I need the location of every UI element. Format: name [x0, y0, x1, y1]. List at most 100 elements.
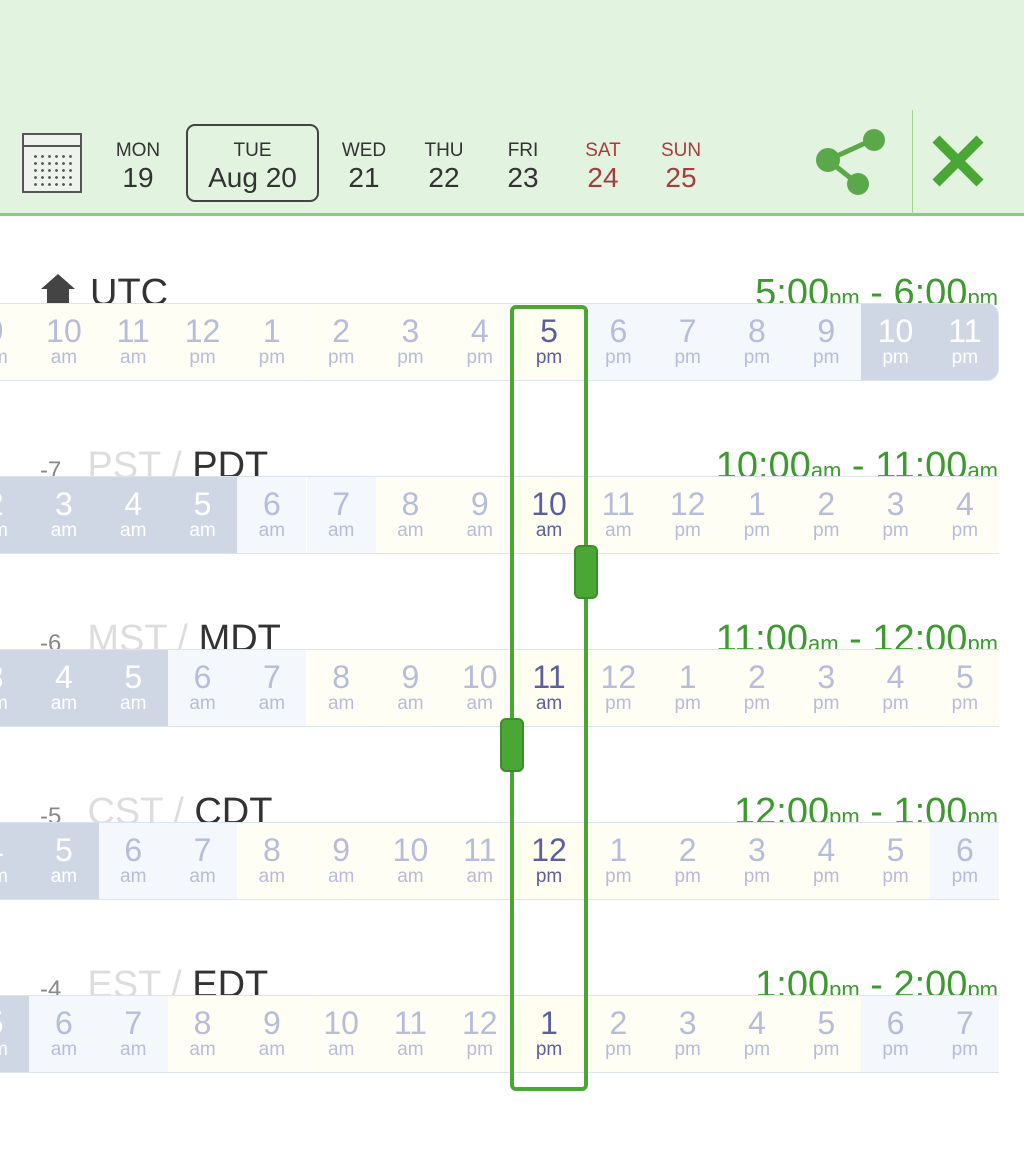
hour-cell[interactable]: 10 am — [514, 477, 584, 553]
hour-cell[interactable]: 11 am — [98, 304, 168, 380]
hour-cell[interactable]: 6 pm — [930, 823, 999, 899]
day-sat[interactable]: SAT 24 — [563, 140, 643, 194]
hour-cell[interactable]: 7 am — [306, 477, 376, 553]
hour-cell[interactable]: 6 am — [167, 650, 238, 726]
hour-cell[interactable]: 8 am — [167, 996, 238, 1072]
hour-cell[interactable]: 11 am — [375, 996, 446, 1072]
hour-cell[interactable]: 5 pm — [514, 304, 584, 380]
hour-cell[interactable]: 3 pm — [791, 650, 861, 726]
hour-strip[interactable]: 3am4am5am6am7am8am9am10am11am12pm1pm2pm3… — [0, 649, 999, 727]
hour-strip[interactable]: 5am6am7am8am9am10am11am12pm1pm2pm3pm4pm5… — [0, 995, 999, 1073]
hour-cell[interactable]: 5 pm — [791, 996, 861, 1072]
hour-cell[interactable]: 6 am — [98, 823, 168, 899]
hour-cell[interactable]: 10 pm — [860, 304, 931, 380]
hour-cell[interactable]: 11 am — [583, 477, 653, 553]
hour-cell[interactable]: 1 pm — [722, 477, 792, 553]
hour-cell[interactable]: 4 pm — [791, 823, 861, 899]
share-icon[interactable] — [812, 128, 888, 198]
hour-cell[interactable]: 6 pm — [860, 996, 931, 1072]
calendar-icon[interactable] — [22, 133, 82, 193]
hour-cell[interactable]: 2 pm — [306, 304, 376, 380]
hour-cell[interactable]: 2 pm — [653, 823, 723, 899]
hour-cell[interactable]: 10 am — [29, 304, 99, 380]
hour-cell[interactable]: 1 pm — [583, 823, 653, 899]
hour-cell[interactable]: 10 am — [306, 996, 376, 1072]
hour-cell[interactable]: 8 pm — [722, 304, 792, 380]
close-icon[interactable] — [930, 135, 986, 187]
hour-cell[interactable]: 11 am — [514, 650, 584, 726]
resize-handle-start[interactable] — [500, 718, 524, 772]
hour-number: 4 — [124, 486, 143, 522]
hour-cell[interactable]: 7 pm — [930, 996, 999, 1072]
hour-cell[interactable]: 7 am — [98, 996, 168, 1072]
day-tue[interactable]: TUE Aug 20 — [186, 124, 319, 202]
day-wed[interactable]: WED 21 — [324, 140, 404, 194]
hour-cell[interactable]: 3 pm — [722, 823, 792, 899]
hour-cell[interactable]: 5 pm — [860, 823, 931, 899]
hour-cell[interactable]: 3 pm — [860, 477, 931, 553]
hour-cell[interactable]: 9 pm — [791, 304, 861, 380]
hour-number: 2 — [0, 487, 29, 521]
hour-cell[interactable]: 3 pm — [653, 996, 723, 1072]
hour-cell[interactable]: 5 pm — [930, 650, 999, 726]
hour-cell[interactable]: 10 am — [375, 823, 446, 899]
hour-cell[interactable]: 2am — [0, 477, 30, 553]
hour-meridiem: pm — [535, 347, 563, 368]
hour-number: 2 — [332, 313, 351, 349]
hour-cell[interactable]: 11 am — [445, 823, 515, 899]
hour-cell[interactable]: 12 pm — [167, 304, 238, 380]
hour-meridiem: am — [50, 1039, 78, 1060]
hour-number: 5 — [55, 832, 73, 868]
day-sun[interactable]: SUN 25 — [641, 140, 721, 194]
hour-cell[interactable]: 4am — [0, 823, 30, 899]
hour-cell[interactable]: 4 pm — [445, 304, 515, 380]
resize-handle-end[interactable] — [574, 545, 598, 599]
hour-cell[interactable]: 8 am — [306, 650, 376, 726]
hour-cell[interactable]: 5am — [0, 996, 30, 1072]
hour-cell[interactable]: 10 am — [445, 650, 515, 726]
hour-cell[interactable]: 3am — [0, 650, 30, 726]
hour-cell[interactable]: 3 pm — [375, 304, 446, 380]
hour-cell[interactable]: 12 pm — [514, 823, 584, 899]
hour-strip[interactable]: 9am10am11am12pm1pm2pm3pm4pm5pm6pm7pm8pm9… — [0, 303, 999, 381]
hour-cell[interactable]: 7 am — [167, 823, 238, 899]
hour-cell[interactable]: 2 pm — [791, 477, 861, 553]
day-fri[interactable]: FRI 23 — [483, 140, 563, 194]
hour-cell[interactable]: 1 pm — [653, 650, 723, 726]
hour-cell[interactable]: 2 pm — [583, 996, 653, 1072]
hour-cell[interactable]: 7 am — [237, 650, 307, 726]
hour-cell[interactable]: 12 pm — [445, 996, 515, 1072]
hour-cell[interactable]: 6 pm — [583, 304, 653, 380]
hour-cell[interactable]: 1 pm — [514, 996, 584, 1072]
hour-cell[interactable]: 9am — [0, 304, 30, 380]
hour-cell[interactable]: 1 pm — [237, 304, 307, 380]
hour-cell[interactable]: 4 pm — [860, 650, 931, 726]
hour-cell[interactable]: 12 pm — [583, 650, 653, 726]
hour-strip[interactable]: 2am3am4am5am6am7am8am9am10am11am12pm1pm2… — [0, 476, 999, 554]
hour-cell[interactable]: 7 pm — [653, 304, 723, 380]
hour-cell[interactable]: 8 am — [237, 823, 307, 899]
day-mon[interactable]: MON 19 — [98, 140, 178, 194]
day-thu[interactable]: THU 22 — [404, 140, 484, 194]
hour-cell[interactable]: 2 pm — [722, 650, 792, 726]
hour-cell[interactable]: 4 pm — [722, 996, 792, 1072]
hour-cell[interactable]: 12 pm — [653, 477, 723, 553]
hour-cell[interactable]: 6 am — [237, 477, 307, 553]
hour-cell[interactable]: 8 am — [375, 477, 446, 553]
selected-hour-frame[interactable] — [510, 305, 588, 1091]
hour-strip[interactable]: 4am5am6am7am8am9am10am11am12pm1pm2pm3pm4… — [0, 822, 999, 900]
hour-cell[interactable]: 6 am — [29, 996, 99, 1072]
hour-cell[interactable]: 4 pm — [930, 477, 999, 553]
hour-cell[interactable]: 11 pm — [930, 304, 998, 380]
hour-meridiem: pm — [882, 520, 909, 541]
